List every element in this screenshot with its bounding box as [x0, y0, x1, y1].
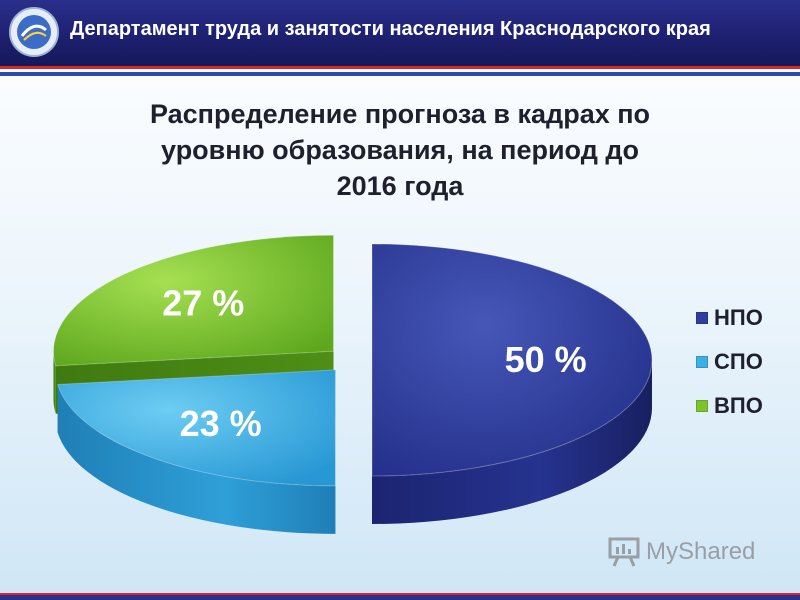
chart-title-line-3: 2016 года — [336, 171, 464, 201]
watermark-text: MyShared — [646, 538, 756, 565]
legend-item-npo: НПО — [696, 296, 763, 340]
presentation-board-icon — [608, 537, 640, 567]
legend-item-spo: СПО — [696, 340, 763, 384]
chart-title-line-2: уровню образования, на период до — [161, 135, 639, 165]
pie-slice-spo-rim-1 — [57, 384, 336, 534]
pie-slice-npo-top — [371, 243, 653, 477]
legend-swatch-vpo — [696, 400, 708, 412]
legend-label-npo: НПО — [714, 305, 763, 330]
pie-label-spo: 23 % — [180, 403, 262, 444]
pie-label-npo: 50 % — [505, 339, 587, 380]
pie-label-vpo: 27 % — [162, 283, 244, 324]
department-emblem-icon — [9, 7, 59, 57]
pie-slice-vpo-rim-1 — [53, 351, 56, 414]
watermark: MyShared — [608, 537, 755, 567]
legend-item-vpo: ВПО — [696, 384, 763, 428]
legend-label-vpo: ВПО — [714, 393, 763, 418]
pie-slice-spo-top — [56, 369, 336, 487]
legend-swatch-spo — [696, 356, 708, 368]
chart-title-line-1: Распределение прогноза в кадрах по — [149, 99, 651, 129]
pie-slice-spo: 23 % — [56, 369, 336, 534]
chart-legend: НПО СПО ВПО — [696, 296, 763, 428]
header-stripe-blue — [0, 72, 800, 76]
pie-slice-npo: 50 % — [371, 243, 653, 524]
pie-slice-vpo-top — [53, 234, 334, 367]
legend-swatch-npo — [696, 312, 708, 324]
header-title: Департамент труда и занятости населения … — [70, 18, 711, 40]
footer-stripe-blue — [0, 595, 800, 600]
header-bar: Департамент труда и занятости населения … — [0, 0, 800, 66]
legend-label-spo: СПО — [714, 349, 763, 374]
header-stripe-white — [0, 69, 800, 72]
footer-stripe-red — [0, 593, 800, 595]
header-stripe-red — [0, 66, 800, 69]
chart-title: Распределение прогноза в кадрах по уровн… — [100, 96, 700, 204]
pie-slice-npo-rim-1 — [372, 360, 652, 524]
